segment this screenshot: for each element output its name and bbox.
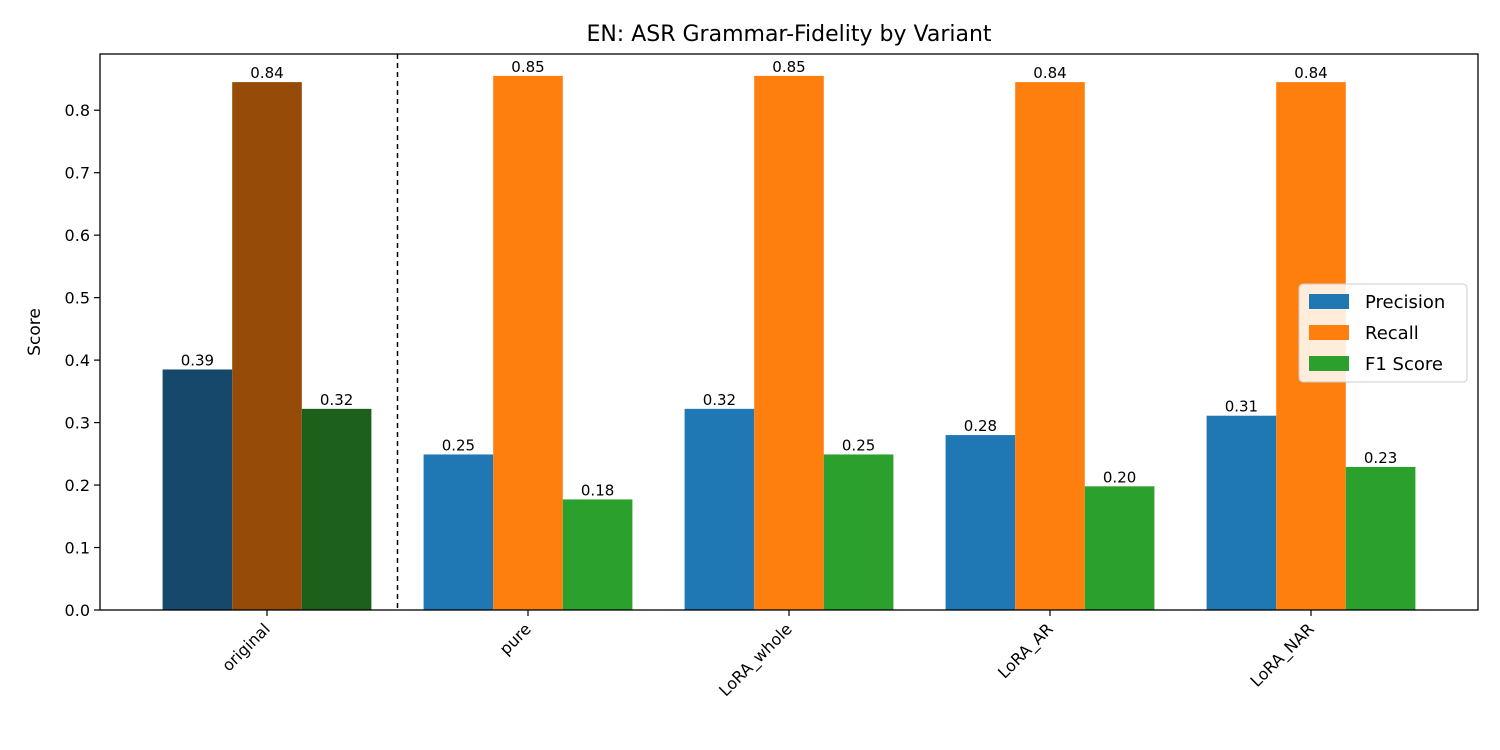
y-tick-label: 0.8 xyxy=(65,101,90,120)
bar-f1-score-lora_nar xyxy=(1345,466,1416,610)
bar-f1-score-lora_ar xyxy=(1084,486,1155,610)
legend-label: Precision xyxy=(1365,292,1445,313)
data-label: 0.23 xyxy=(1364,449,1397,467)
x-tick-label-lora_nar: LoRA_NAR xyxy=(1246,619,1318,691)
y-tick-label: 0.7 xyxy=(65,164,90,183)
bar-precision-lora_nar xyxy=(1206,415,1277,610)
y-axis: 0.0 0.1 0.2 0.3 0.4 0.5 0.6 0.7 0.8 xyxy=(65,101,100,620)
y-tick-label: 0.3 xyxy=(65,414,90,433)
y-tick-label: 0.4 xyxy=(65,351,90,370)
y-tick-label: 0.0 xyxy=(65,601,90,620)
data-label: 0.84 xyxy=(1294,64,1327,82)
data-label: 0.31 xyxy=(1225,398,1258,416)
data-label: 0.84 xyxy=(1033,64,1066,82)
data-label: 0.28 xyxy=(964,417,997,435)
bar-f1-score-pure xyxy=(562,499,633,610)
legend-swatch-precision xyxy=(1309,294,1349,309)
bar-f1-score-original xyxy=(301,408,372,610)
legend-swatch-f1-score xyxy=(1309,356,1349,371)
y-tick-label: 0.1 xyxy=(65,539,90,558)
data-label: 0.84 xyxy=(250,64,283,82)
data-label: 0.25 xyxy=(442,436,475,454)
y-tick-label: 0.5 xyxy=(65,289,90,308)
legend-label: Recall xyxy=(1365,323,1419,344)
bar-recall-pure xyxy=(493,75,563,610)
legend: Precision Recall F1 Score xyxy=(1298,283,1468,383)
bar-recall-original xyxy=(232,82,302,610)
data-label: 0.39 xyxy=(181,351,214,369)
data-label: 0.20 xyxy=(1103,468,1136,486)
x-tick-label-pure: pure xyxy=(496,619,535,658)
data-label: 0.32 xyxy=(703,391,736,409)
bar-f1-score-lora_whole xyxy=(823,454,894,610)
chart-title: EN: ASR Grammar-Fidelity by Variant xyxy=(586,22,991,47)
data-label: 0.32 xyxy=(320,391,353,409)
bar-precision-pure xyxy=(423,454,494,610)
x-axis: original pure LoRA_whole LoRA_AR LoRA_NAR xyxy=(218,610,1319,701)
y-axis-label: Score xyxy=(25,308,45,356)
data-label: 0.85 xyxy=(772,58,805,76)
plot-frame xyxy=(99,53,1479,611)
legend-swatch-recall xyxy=(1309,325,1349,340)
data-label: 0.85 xyxy=(511,58,544,76)
x-tick-label-lora_whole: LoRA_whole xyxy=(715,619,796,700)
x-tick-label-lora_ar: LoRA_AR xyxy=(994,619,1058,683)
y-tick-label: 0.6 xyxy=(65,226,90,245)
bar-precision-lora_ar xyxy=(945,435,1016,610)
legend-label: F1 Score xyxy=(1365,354,1443,375)
bar-recall-lora_ar xyxy=(1015,82,1085,610)
bar-recall-lora_whole xyxy=(754,75,824,610)
y-tick-label: 0.2 xyxy=(65,476,90,495)
bar-precision-original xyxy=(162,369,233,610)
bars-group: 0.39 0.84 0.32 0.25 0.85 0.18 0.32 0.85 0.25 0.28… xyxy=(162,58,1416,610)
data-label: 0.18 xyxy=(581,481,614,499)
data-label: 0.25 xyxy=(842,436,875,454)
bar-precision-lora_whole xyxy=(684,408,755,610)
x-tick-label-original: original xyxy=(218,619,274,675)
